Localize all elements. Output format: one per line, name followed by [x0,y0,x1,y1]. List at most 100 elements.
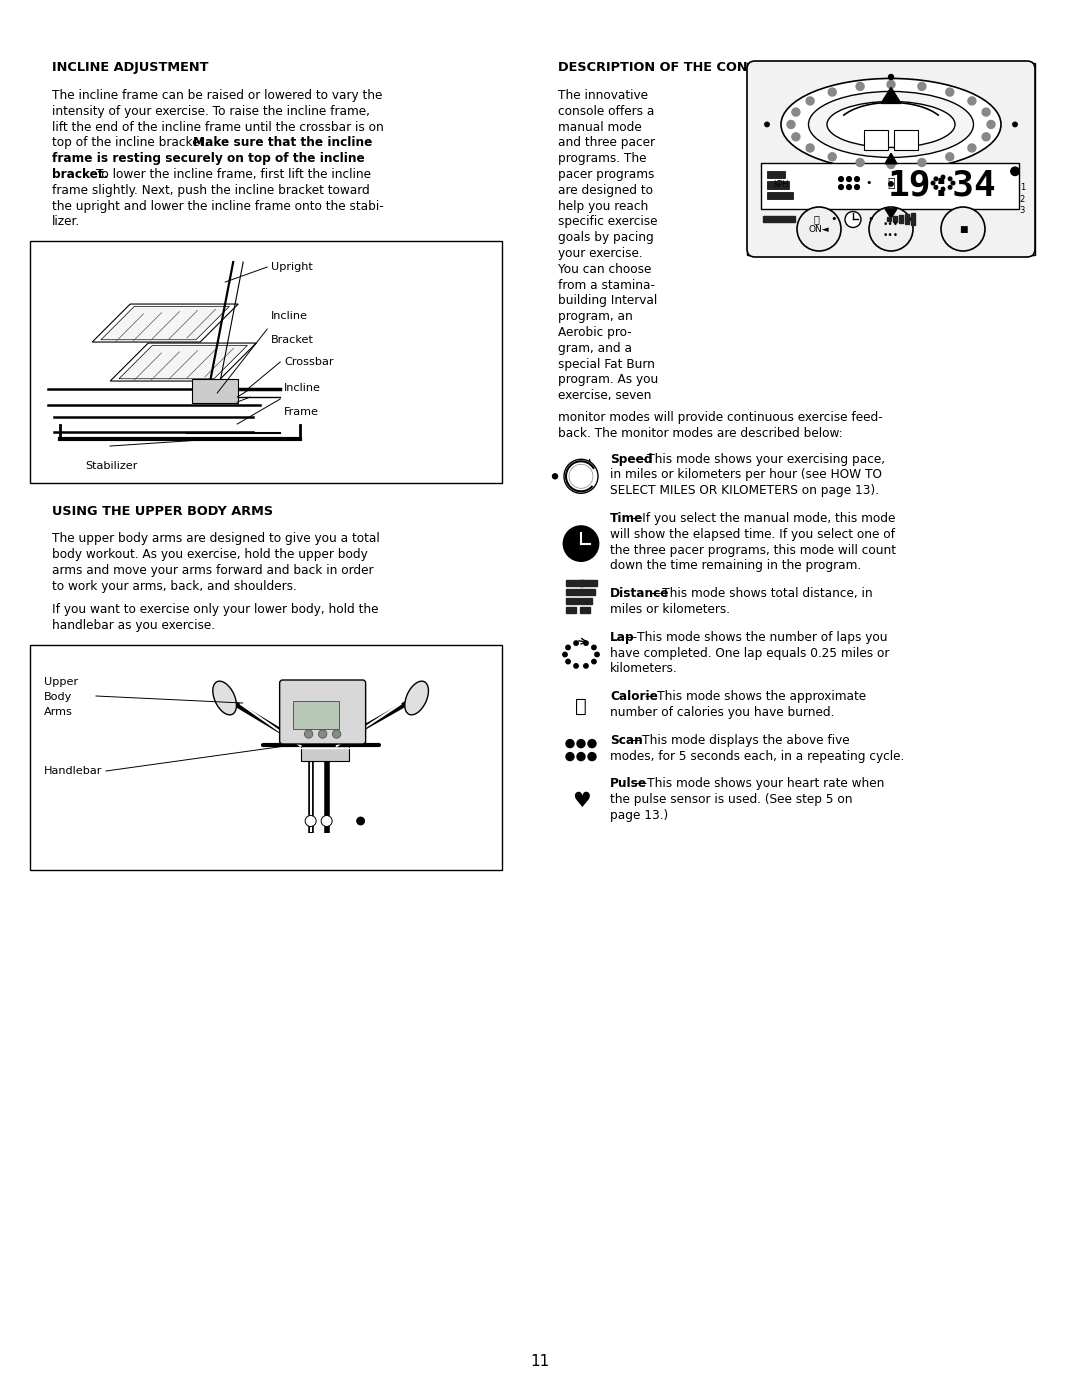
Text: •: • [867,215,874,225]
Text: The upper body arms are designed to give you a total: The upper body arms are designed to give… [52,532,380,545]
Text: are designed to: are designed to [558,184,653,197]
Text: 19:34: 19:34 [888,169,996,203]
Circle shape [856,82,864,91]
Text: help you reach: help you reach [558,200,648,212]
Circle shape [838,176,843,182]
Text: programs. The: programs. The [558,152,647,165]
Text: —This mode shows your exercising pace,: —This mode shows your exercising pace, [635,453,886,465]
Polygon shape [881,88,901,103]
Text: DESCRIPTION OF THE CONSOLE: DESCRIPTION OF THE CONSOLE [558,61,785,74]
Text: —This mode shows your heart rate when: —This mode shows your heart rate when [635,777,885,791]
Circle shape [941,175,945,179]
Polygon shape [119,345,247,379]
Text: Calorie: Calorie [610,690,658,703]
Circle shape [838,184,843,190]
Circle shape [946,88,954,96]
Circle shape [797,207,841,251]
Text: Aerobic pro-: Aerobic pro- [558,326,632,339]
Circle shape [918,158,926,166]
Bar [761,163,1020,210]
Text: If you want to exercise only your lower body, hold the: If you want to exercise only your lower … [52,604,378,616]
Circle shape [305,729,313,738]
Text: Stabilizer: Stabilizer [85,461,137,471]
Polygon shape [110,344,256,381]
Circle shape [356,817,365,826]
Circle shape [584,664,589,668]
Text: handlebar as you exercise.: handlebar as you exercise. [52,619,215,633]
Circle shape [982,108,990,116]
Text: number of calories you have burned.: number of calories you have burned. [610,705,835,719]
Bar [905,215,909,225]
Circle shape [948,177,951,180]
Text: 🔥: 🔥 [888,176,894,190]
Circle shape [577,753,585,760]
Text: console offers a: console offers a [558,105,654,117]
Bar [30,645,502,870]
Text: 2: 2 [1020,194,1025,204]
Circle shape [569,464,593,489]
Bar [580,580,597,585]
Text: —This mode shows total distance, in: —This mode shows total distance, in [650,587,873,601]
Circle shape [951,182,955,184]
Text: SELECT MILES OR KILOMETERS on page 13).: SELECT MILES OR KILOMETERS on page 13). [610,485,879,497]
Text: Frame: Frame [284,407,320,418]
Text: —This mode shows the number of laps you: —This mode shows the number of laps you [625,631,888,644]
Text: the pulse sensor is used. (See step 5 on: the pulse sensor is used. (See step 5 on [610,793,852,806]
Text: Upright: Upright [271,263,313,272]
Bar [566,580,583,585]
Circle shape [765,123,769,127]
Text: You can choose: You can choose [558,263,651,275]
Circle shape [869,207,913,251]
Text: •: • [866,177,873,189]
Circle shape [941,207,985,251]
Text: from a stamina-: from a stamina- [558,278,654,292]
Bar [894,130,918,151]
Text: Body: Body [44,692,72,703]
Circle shape [564,527,598,560]
Text: intensity of your exercise. To raise the incline frame,: intensity of your exercise. To raise the… [52,105,369,117]
Circle shape [968,96,976,105]
Bar [566,588,581,595]
Text: your exercise.: your exercise. [558,247,643,260]
Text: in miles or kilometers per hour (see HOW TO: in miles or kilometers per hour (see HOW… [610,468,882,482]
Text: building Interval: building Interval [558,295,658,307]
Circle shape [948,186,951,189]
FancyBboxPatch shape [192,379,239,404]
Text: Make sure that the incline: Make sure that the incline [193,137,373,149]
Text: top of the incline bracket.: top of the incline bracket. [52,137,212,149]
Circle shape [847,176,851,182]
Text: Distance: Distance [610,587,670,601]
Circle shape [792,108,800,116]
Circle shape [321,816,333,827]
Polygon shape [885,154,897,163]
Text: down the time remaining in the program.: down the time remaining in the program. [610,559,861,573]
Circle shape [566,645,570,650]
Circle shape [918,82,926,91]
Circle shape [577,739,585,747]
Text: arms and move your arms forward and back in order: arms and move your arms forward and back… [52,564,374,577]
Text: Lap: Lap [610,631,635,644]
Text: Arms: Arms [44,707,72,717]
Circle shape [1011,168,1020,176]
Text: 1: 1 [1020,183,1025,191]
Circle shape [889,74,893,80]
Text: Crossbar: Crossbar [284,358,334,367]
Bar [566,598,579,604]
Text: program, an: program, an [558,310,633,323]
Text: Upper: Upper [44,678,78,687]
Text: ■: ■ [959,225,968,233]
Text: •: • [909,177,916,189]
Text: —If you select the manual mode, this mode: —If you select the manual mode, this mod… [630,511,895,525]
Text: body workout. As you exercise, hold the upper body: body workout. As you exercise, hold the … [52,548,368,562]
Circle shape [1013,123,1017,127]
Circle shape [887,81,895,88]
Circle shape [889,182,893,186]
Circle shape [856,158,864,166]
Circle shape [987,120,995,129]
Bar [30,242,502,483]
Circle shape [588,739,596,747]
Text: 🚴: 🚴 [813,215,819,225]
Circle shape [566,753,573,760]
Text: the three pacer programs, this mode will count: the three pacer programs, this mode will… [610,543,896,556]
Text: KPH: KPH [773,180,788,189]
